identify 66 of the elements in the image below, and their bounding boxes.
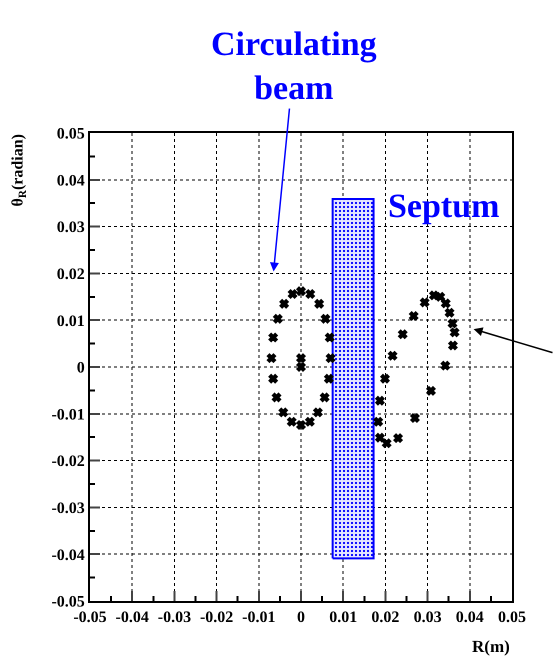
y-tick-label: 0 — [76, 360, 85, 377]
point — [313, 408, 323, 418]
point — [266, 353, 276, 363]
y-tick-label: 0.03 — [56, 219, 85, 236]
series-label: Septum — [388, 188, 500, 225]
point — [279, 299, 289, 309]
point — [380, 374, 390, 384]
point — [382, 438, 392, 448]
point — [296, 286, 306, 296]
point — [441, 298, 450, 308]
x-tick-label: 0.03 — [414, 609, 442, 626]
x-tick-label: -0.05 — [73, 609, 107, 626]
y-tick-label: 0.05 — [56, 126, 85, 143]
x-tick-label: 0.02 — [371, 609, 400, 626]
x-tick-label: -0.03 — [158, 609, 192, 626]
x-tick-label: -0.04 — [116, 609, 149, 626]
point — [410, 413, 420, 423]
point — [296, 420, 306, 430]
y-tick-label: -0.04 — [51, 546, 85, 564]
x-axis-title: R(m) — [472, 637, 510, 656]
point — [440, 360, 450, 370]
point — [375, 432, 385, 442]
point — [296, 353, 306, 363]
point — [314, 299, 324, 309]
x-tick-label: 0.04 — [456, 609, 484, 626]
point — [296, 362, 306, 372]
point — [388, 351, 398, 360]
y-tick-label: -0.02 — [51, 453, 85, 470]
point — [287, 417, 296, 426]
y-tick-label: 0.02 — [56, 266, 85, 283]
point — [429, 290, 439, 300]
point — [374, 417, 383, 426]
point — [273, 314, 282, 324]
point — [375, 396, 385, 406]
y-tick-label: -0.05 — [51, 594, 85, 611]
point — [268, 332, 278, 342]
point — [444, 308, 454, 318]
point — [288, 289, 298, 299]
point — [305, 417, 315, 426]
point — [450, 328, 460, 338]
point — [420, 298, 430, 308]
x-tick-label: -0.02 — [200, 609, 234, 626]
y-tick-label: 0.04 — [56, 172, 85, 190]
text: Circulating beam — [211, 26, 377, 108]
point — [448, 340, 458, 350]
point — [324, 374, 334, 384]
x-tick-label: 0.01 — [329, 609, 358, 626]
x-tick-label: 0.05 — [498, 609, 526, 626]
point — [426, 386, 436, 396]
x-tick-label: -0.01 — [242, 609, 276, 626]
point — [324, 332, 334, 342]
point — [272, 392, 282, 402]
y-tick-label: -0.03 — [51, 500, 85, 517]
y-tick-label: 0.01 — [56, 312, 85, 330]
point — [278, 408, 288, 418]
point — [326, 353, 336, 363]
point — [306, 289, 315, 299]
point — [448, 318, 458, 328]
x-tick-label: 0 — [297, 609, 305, 626]
point — [268, 374, 278, 384]
y-tick-label: -0.01 — [51, 406, 85, 424]
point — [398, 330, 408, 339]
point — [320, 314, 330, 324]
point — [393, 433, 403, 443]
point — [408, 311, 418, 321]
point — [320, 392, 330, 402]
